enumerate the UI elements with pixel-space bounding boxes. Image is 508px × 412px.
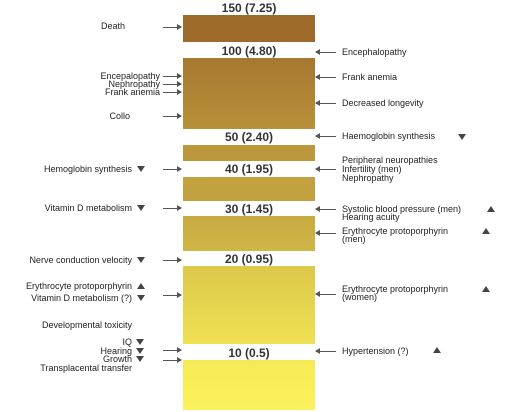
decrease-triangle-icon [137,295,145,301]
label-death: Death [100,21,125,31]
decrease-triangle-icon [137,166,145,172]
label-erythrocyte-protoporphyrin: Erythrocyte protoporphyrin [25,281,132,291]
bar-segment-40 [183,177,315,201]
arrow-decreased-longevity [315,100,336,106]
arrow-haemoglobin-synthesis [315,133,336,139]
arrow-frank-anemia [163,89,182,95]
arrow-hypertension [315,348,336,354]
label-vitamin-d-metabolism-q: Vitamin D metabolism (?) [31,293,132,303]
arrow-erythrocyte-protoporphyrin [163,292,182,298]
increase-triangle-icon [487,206,495,212]
level-label-100: 100 (4.80) [175,44,323,58]
label-hemoglobin-synthesis: Hemoglobin synthesis [43,164,132,174]
level-label-40: 40 (1.95) [175,162,323,176]
label-encephalopathy: Encephalopathy [342,47,407,57]
label-growth: Growth [102,354,132,364]
label-nephropathy-right: Nephropathy [342,173,394,183]
label-infertility-men: Infertility (men) [342,164,402,174]
arrow-iq-hearing [163,347,182,353]
increase-triangle-icon [482,286,490,292]
arrow-erythrocyte-protoporphyrin-women [315,291,336,297]
label-erythrocyte-protoporphyrin-women-qualifier: (women) [342,292,378,302]
decrease-triangle-icon [136,356,144,362]
label-frank-anemia-right: Frank anemia [342,72,398,82]
arrow-frank-anemia-right [315,74,336,80]
label-erythrocyte-protoporphyrin-women: Erythrocyte protoporphyrin [342,284,449,294]
arrow-infertility-men [315,166,336,172]
increase-triangle-icon [482,228,490,234]
level-label-150: 150 (7.25) [175,1,323,15]
label-erythrocyte-protoporphyrin-men-qualifier: (men) [342,234,366,244]
arrow-vitamin-d-metabolism [163,205,182,211]
arrow-collo [163,113,182,119]
label-developmental-toxicity: Developmental toxicity [41,320,132,330]
label-decreased-longevity: Decreased longevity [342,98,424,108]
arrow-growth [163,357,182,363]
level-label-30: 30 (1.45) [175,202,323,216]
arrow-encepalopathy [163,73,182,79]
label-hypertension: Hypertension (?) [342,346,409,356]
label-hearing-acuity: Hearing acuity [342,212,400,222]
label-encepalopathy: Encepalopathy [100,71,160,81]
label-systolic-blood-pressure: Systolic blood pressure (men) [342,204,462,214]
label-erythrocyte-protoporphyrin-men: Erythrocyte protoporphyrin [342,226,449,236]
bar-segment-100 [183,58,315,129]
arrow-nerve-conduction-velocity [163,257,182,263]
label-haemoglobin-synthesis: Haemoglobin synthesis [342,131,436,141]
arrow-nephropathy [163,81,182,87]
decrease-triangle-icon [137,205,145,211]
label-transplacental-transfer: Transplacental transfer [40,363,132,373]
decrease-triangle-icon [136,348,144,354]
arrow-death [163,24,182,30]
increase-triangle-icon [137,283,145,289]
level-label-20: 20 (0.95) [175,252,323,266]
bar-segment-30 [183,216,315,251]
label-frank-anemia: Frank anemia [104,87,160,97]
decrease-triangle-icon [137,257,145,263]
arrow-encephalopathy [315,49,336,55]
arrow-hemoglobin-synthesis [163,166,182,172]
increase-triangle-icon [433,347,441,353]
label-hearing: Hearing [100,346,132,356]
bar-segment-20 [183,266,315,344]
arrow-erythrocyte-protoporphyrin-men [315,230,336,236]
decrease-triangle-icon [458,134,466,140]
label-nephropathy: Nephropathy [108,79,160,89]
bar-segment-50 [183,145,315,161]
arrow-systolic-blood-pressure [315,206,336,212]
label-nerve-conduction-velocity: Nerve conduction velocity [29,255,132,265]
label-peripheral-neuropathies: Peripheral neuropathies [342,155,438,165]
label-collo: Collo [109,111,130,121]
bar-segment-150 [183,14,315,42]
label-vitamin-d-metabolism: Vitamin D metabolism [44,203,132,213]
decrease-triangle-icon [136,339,144,345]
level-label-10: 10 (0.5) [175,346,323,360]
bar-segment-10 [183,360,315,410]
label-iq: IQ [122,337,132,347]
level-label-50: 50 (2.40) [175,130,323,144]
